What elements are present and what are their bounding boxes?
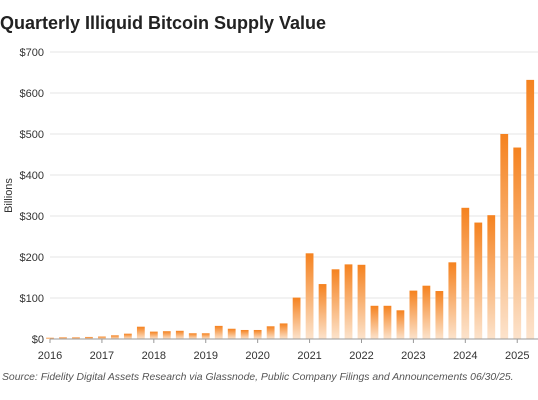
x-tick-label: 2020: [245, 350, 269, 362]
bar: 2022-Q4: 70: [396, 310, 405, 339]
bar: 2024-Q2: 284: [474, 222, 483, 339]
bar: 2017-Q3: 13: [123, 333, 132, 339]
x-tick-label: 2016: [38, 350, 62, 362]
x-tick-label: 2019: [194, 350, 218, 362]
y-tick-label: $700: [20, 47, 44, 59]
x-tick-label: 2017: [90, 350, 114, 362]
bar: 2025-Q1: 467: [513, 147, 522, 339]
bar: 2019-Q1: 14: [201, 333, 210, 339]
bar-series: 2016-Q1: 3 2016-Q2: 4 2016-Q3: 4 2016-Q4: 5…: [46, 79, 535, 339]
bar: 2023-Q4: 187: [448, 262, 457, 339]
bar: 2024-Q1: 320: [461, 207, 470, 339]
x-tick-label: 2025: [505, 350, 529, 362]
bar: 2023-Q1: 118: [409, 290, 418, 339]
bar: 2021-Q3: 170: [331, 269, 340, 339]
chart-plot: 2016-Q1: 3 2016-Q2: 4 2016-Q3: 4 2016-Q4: 5…: [3, 47, 538, 362]
bar: 2016-Q4: 5: [85, 336, 93, 339]
x-tick-label: 2022: [349, 350, 373, 362]
bar: 2021-Q4: 182: [344, 264, 353, 339]
bar: 2016-Q1: 3: [46, 337, 54, 339]
y-tick-label: $300: [20, 211, 44, 223]
bar: 2018-Q2: 19: [162, 331, 171, 339]
y-tick-label: $600: [20, 88, 44, 100]
bar: 2022-Q2: 81: [370, 305, 379, 339]
bar: 2018-Q1: 18: [149, 331, 158, 339]
bar: 2022-Q3: 81: [383, 305, 392, 339]
bar: 2021-Q1: 209: [305, 253, 314, 339]
bar: 2020-Q4: 101: [292, 297, 301, 339]
bar: 2019-Q2: 32: [214, 325, 223, 339]
bar: 2019-Q4: 22: [240, 329, 249, 339]
bar: 2024-Q3: 302: [487, 215, 496, 339]
bar: 2020-Q2: 31: [266, 326, 275, 339]
x-tick-label: 2024: [453, 350, 477, 362]
bar: 2023-Q3: 117: [435, 291, 444, 339]
y-tick-label: $500: [20, 129, 44, 141]
y-tick-label: $0: [32, 334, 44, 346]
source-note: Source: Fidelity Digital Assets Research…: [2, 372, 514, 383]
bar: 2020-Q1: 22: [253, 329, 262, 339]
y-axis: $0 $100 $200 $300 $400 $500 $600 $700 Billions: [3, 47, 44, 346]
bar: 2023-Q2: 130: [422, 285, 431, 339]
bar: 2016-Q2: 4: [59, 337, 67, 339]
bar: 2017-Q4: 30: [136, 326, 145, 339]
bar: 2018-Q4: 14: [188, 333, 197, 339]
bar: 2016-Q3: 4: [72, 337, 80, 339]
x-tick-label: 2021: [297, 350, 321, 362]
bar: 2020-Q3: 38: [279, 323, 288, 339]
bar: 2019-Q3: 25: [227, 328, 236, 339]
bar: 2024-Q4: 500: [500, 134, 509, 339]
bar: 2022-Q1: 181: [357, 264, 366, 339]
x-tick-label: 2018: [142, 350, 166, 362]
bar: 2018-Q3: 20: [175, 330, 184, 339]
y-tick-label: $100: [20, 293, 44, 305]
x-tick-label: 2023: [401, 350, 425, 362]
y-axis-title: Billions: [3, 178, 15, 213]
chart-title: Quarterly Illiquid Bitcoin Supply Value: [0, 13, 327, 33]
bar: 2025-Q2: 632: [526, 79, 535, 339]
bar: 2017-Q1: 6: [98, 336, 106, 339]
bar: 2017-Q2: 9: [111, 335, 119, 339]
bar: 2021-Q2: 134: [318, 284, 327, 339]
y-tick-label: $400: [20, 170, 44, 182]
x-axis: 2016 2017 2018 2019 2020 2021 2022 2023 2024 2025: [38, 338, 538, 362]
y-tick-label: $200: [20, 252, 44, 264]
